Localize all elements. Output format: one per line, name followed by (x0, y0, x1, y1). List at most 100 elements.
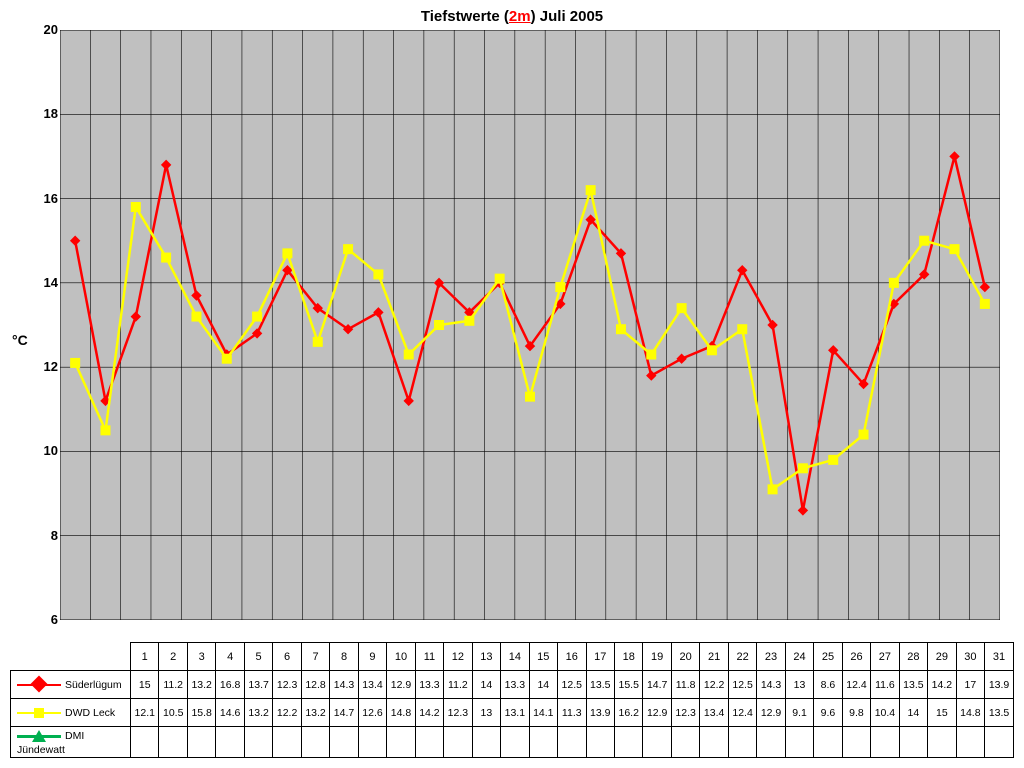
value-cell (472, 727, 500, 758)
y-tick-label: 18 (34, 106, 58, 121)
day-header-cell: 25 (814, 643, 842, 671)
value-cell: 11.6 (871, 671, 899, 699)
table-row: DMI Jündewatt (11, 727, 1014, 758)
day-header-cell: 23 (757, 643, 785, 671)
value-cell: 14.8 (956, 699, 984, 727)
value-cell: 13.3 (501, 671, 529, 699)
diamond-icon (31, 675, 48, 692)
chart-title: Tiefstwerte (2m) Juli 2005 (0, 0, 1024, 29)
table-corner-cell (11, 643, 131, 671)
day-header-cell: 31 (985, 643, 1014, 671)
y-tick-label: 10 (34, 443, 58, 458)
value-cell: 13.9 (985, 671, 1014, 699)
value-cell: 8.6 (814, 671, 842, 699)
day-header-cell: 22 (728, 643, 756, 671)
day-header-cell: 26 (842, 643, 870, 671)
value-cell: 12.8 (301, 671, 329, 699)
value-cell (387, 727, 415, 758)
value-cell: 12.4 (842, 671, 870, 699)
value-cell (586, 727, 614, 758)
y-tick-label: 16 (34, 191, 58, 206)
value-cell: 13.2 (187, 671, 215, 699)
data-table: 1234567891011121314151617181920212223242… (10, 642, 1014, 758)
day-header-cell: 17 (586, 643, 614, 671)
value-cell: 14.2 (415, 699, 443, 727)
day-header-cell: 28 (899, 643, 927, 671)
value-cell: 12.5 (558, 671, 586, 699)
y-axis-label: °C (12, 332, 28, 348)
value-cell: 17 (956, 671, 984, 699)
value-cell: 13.4 (700, 699, 728, 727)
value-cell: 11.8 (671, 671, 699, 699)
value-cell: 13.2 (301, 699, 329, 727)
value-cell: 13.5 (899, 671, 927, 699)
value-cell: 11.2 (159, 671, 187, 699)
value-cell: 12.1 (131, 699, 159, 727)
value-cell: 15.5 (614, 671, 642, 699)
value-cell: 12.2 (273, 699, 301, 727)
value-cell (728, 727, 756, 758)
title-prefix: Tiefstwerte ( (421, 8, 509, 25)
y-tick-label: 12 (34, 359, 58, 374)
value-cell (131, 727, 159, 758)
value-cell: 12.3 (671, 699, 699, 727)
value-cell (301, 727, 329, 758)
value-cell (671, 727, 699, 758)
value-cell: 11.3 (558, 699, 586, 727)
value-cell (187, 727, 215, 758)
value-cell (785, 727, 813, 758)
value-cell: 13 (785, 671, 813, 699)
value-cell: 14.7 (643, 671, 671, 699)
day-header-cell: 27 (871, 643, 899, 671)
value-cell (643, 727, 671, 758)
value-cell: 9.1 (785, 699, 813, 727)
day-header-cell: 21 (700, 643, 728, 671)
square-icon (34, 708, 44, 718)
value-cell: 14.2 (928, 671, 956, 699)
value-cell: 10.5 (159, 699, 187, 727)
y-tick-label: 14 (34, 275, 58, 290)
value-cell (501, 727, 529, 758)
value-cell: 13.5 (985, 699, 1014, 727)
data-table-wrap: 1234567891011121314151617181920212223242… (10, 642, 1014, 758)
day-header-cell: 29 (928, 643, 956, 671)
value-cell: 13.7 (244, 671, 272, 699)
series-name: DWD Leck (65, 706, 115, 718)
day-header-cell: 1 (131, 643, 159, 671)
value-cell (842, 727, 870, 758)
value-cell: 10.4 (871, 699, 899, 727)
value-cell: 13.9 (586, 699, 614, 727)
legend-marker (17, 677, 61, 693)
day-header-cell: 10 (387, 643, 415, 671)
day-header-cell: 3 (187, 643, 215, 671)
day-header-cell: 5 (244, 643, 272, 671)
day-header-cell: 18 (614, 643, 642, 671)
value-cell (871, 727, 899, 758)
y-tick-label: 20 (34, 22, 58, 37)
title-suffix: ) Juli 2005 (531, 8, 604, 25)
value-cell: 14 (472, 671, 500, 699)
value-cell: 9.8 (842, 699, 870, 727)
value-cell: 13.5 (586, 671, 614, 699)
value-cell: 14.3 (757, 671, 785, 699)
chart-container: Tiefstwerte (2m) Juli 2005 °C 6810121416… (0, 0, 1024, 768)
value-cell: 14.6 (216, 699, 244, 727)
day-header-cell: 2 (159, 643, 187, 671)
value-cell (415, 727, 443, 758)
value-cell (614, 727, 642, 758)
series-label-cell: DMI Jündewatt (11, 727, 131, 758)
day-header-cell: 19 (643, 643, 671, 671)
value-cell: 12.9 (643, 699, 671, 727)
value-cell (700, 727, 728, 758)
day-header-cell: 16 (558, 643, 586, 671)
value-cell (330, 727, 358, 758)
value-cell: 16.2 (614, 699, 642, 727)
value-cell: 14.8 (387, 699, 415, 727)
value-cell (985, 727, 1014, 758)
value-cell: 14 (899, 699, 927, 727)
value-cell (244, 727, 272, 758)
legend-marker (17, 728, 61, 744)
value-cell (216, 727, 244, 758)
value-cell: 12.3 (444, 699, 472, 727)
value-cell: 13.3 (415, 671, 443, 699)
